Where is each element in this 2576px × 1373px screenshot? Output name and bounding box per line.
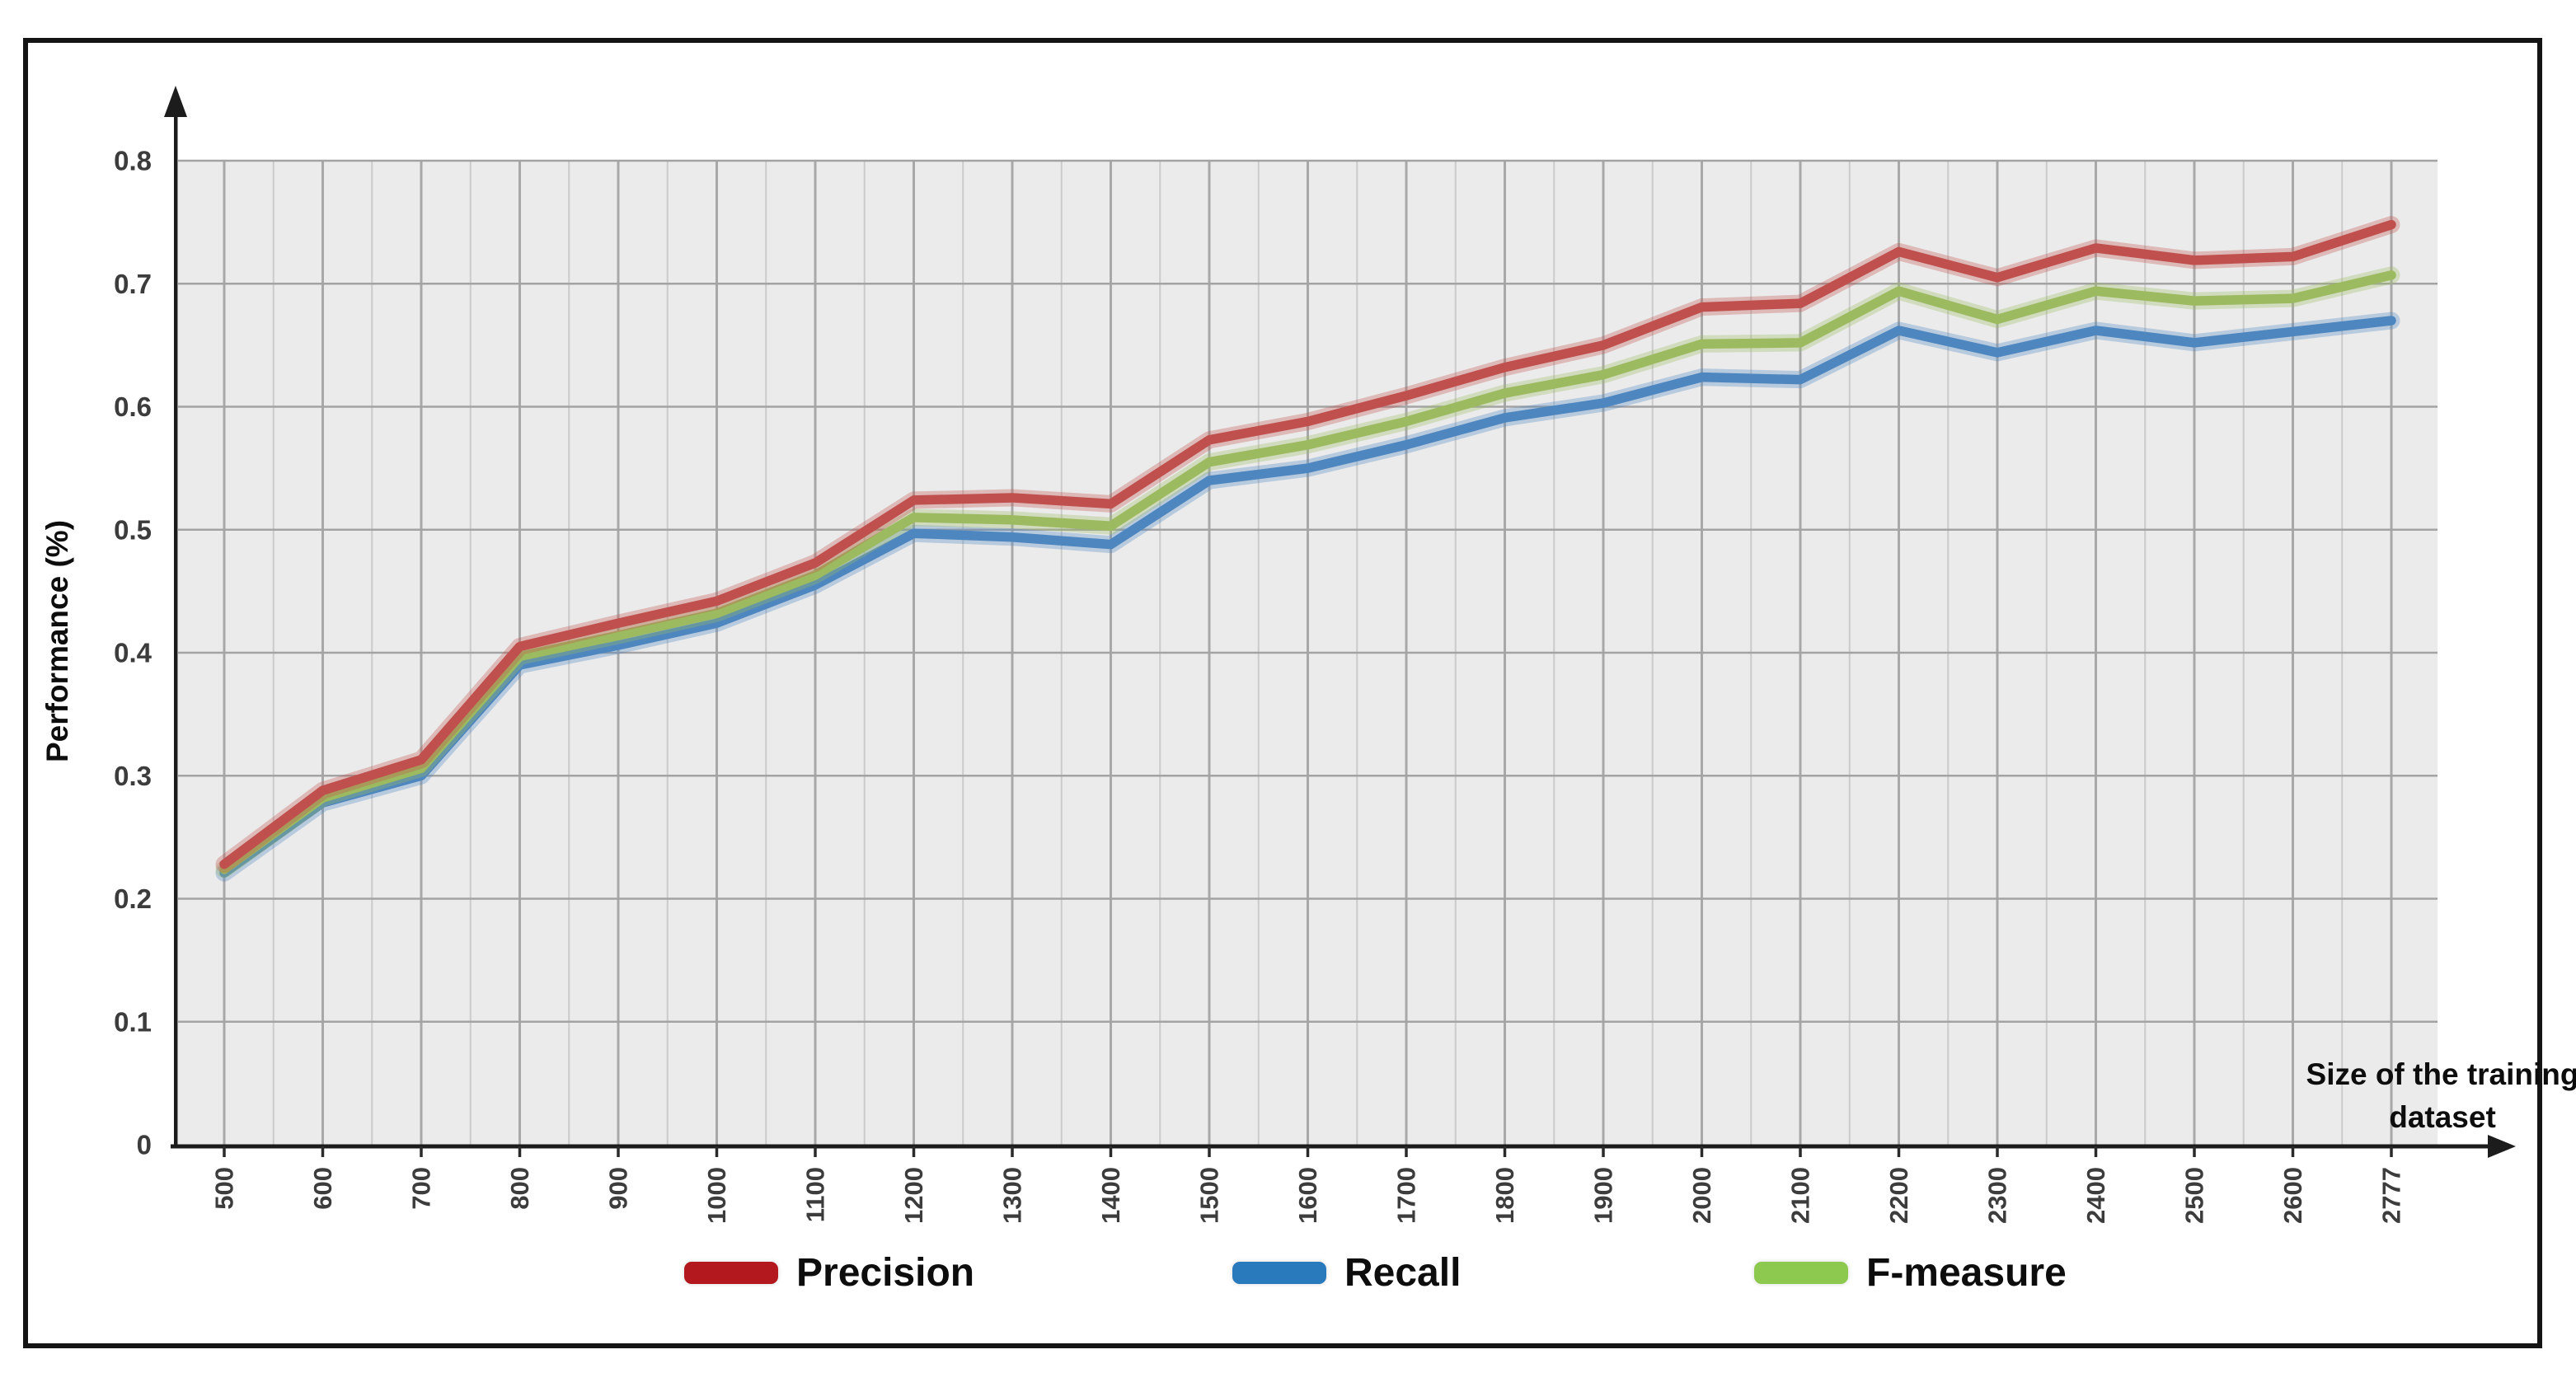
- x-tick-label: 2000: [1687, 1167, 1716, 1224]
- x-tick-label: 2500: [2180, 1167, 2209, 1224]
- y-axis-line: [174, 105, 178, 1148]
- y-axis-tick-labels: 0 0.1 0.2 0.3 0.4 0.5 0.6 0.7 0.8: [114, 146, 152, 1160]
- recall-swatch: [1232, 1261, 1326, 1284]
- axis-titles: Performance (%) Size of the training dat…: [40, 520, 2576, 1134]
- x-tick-mark: [617, 1146, 620, 1157]
- f-measure-swatch: [1754, 1261, 1848, 1284]
- x-tick-mark: [2291, 1146, 2295, 1157]
- y-tick-label: 0.2: [114, 883, 152, 914]
- y-axis-arrow: [164, 86, 187, 117]
- legend: Precision Recall F-measure: [0, 1246, 2576, 1299]
- x-tick-label: 500: [210, 1167, 239, 1210]
- x-tick-label: 1300: [998, 1167, 1027, 1224]
- x-axis-title-line2: dataset: [2389, 1100, 2496, 1134]
- x-tick-label: 800: [505, 1167, 534, 1210]
- x-tick-mark: [321, 1146, 325, 1157]
- x-tick-mark: [814, 1146, 817, 1157]
- y-tick-label: 0.3: [114, 761, 152, 791]
- x-tick-label: 1700: [1392, 1167, 1421, 1224]
- x-tick-mark: [2094, 1146, 2098, 1157]
- x-tick-mark: [1700, 1146, 1704, 1157]
- x-tick-mark: [1208, 1146, 1211, 1157]
- x-tick-mark: [223, 1146, 226, 1157]
- x-tick-label: 700: [407, 1167, 436, 1210]
- x-tick-label: 900: [604, 1167, 633, 1210]
- x-tick-label: 2300: [1983, 1167, 2012, 1224]
- axis-tick-marks: [223, 1146, 2393, 1157]
- y-tick-label: 0.6: [114, 391, 152, 422]
- x-tick-label: 1400: [1096, 1167, 1125, 1224]
- x-tick-mark: [1799, 1146, 1802, 1157]
- x-tick-label: 1900: [1589, 1167, 1618, 1224]
- x-tick-label: 1200: [899, 1167, 928, 1224]
- x-tick-label: 1800: [1490, 1167, 1519, 1224]
- x-tick-label: 1600: [1293, 1167, 1322, 1224]
- series-lines: [215, 216, 2400, 882]
- precision-swatch: [684, 1261, 778, 1284]
- x-tick-label: 1500: [1195, 1167, 1224, 1224]
- legend-item-precision: Precision: [684, 1246, 974, 1299]
- x-tick-label: 2600: [2278, 1167, 2307, 1224]
- x-tick-mark: [1897, 1146, 1901, 1157]
- y-tick-label: 0.7: [114, 269, 152, 299]
- x-tick-label: 1100: [801, 1167, 830, 1222]
- x-tick-mark: [1503, 1146, 1507, 1157]
- x-tick-mark: [715, 1146, 719, 1157]
- series-line-f-measure: [219, 270, 2396, 874]
- legend-item-fmeasure: F-measure: [1754, 1246, 2067, 1299]
- y-axis-title: Performance (%): [40, 520, 74, 762]
- x-tick-label: 1000: [702, 1167, 731, 1224]
- y-tick-label: 0.4: [114, 638, 152, 668]
- axes: [164, 86, 2516, 1158]
- x-tick-mark: [1011, 1146, 1014, 1157]
- legend-label-fmeasure: F-measure: [1866, 1250, 2067, 1295]
- x-tick-mark: [420, 1146, 423, 1157]
- y-tick-label: 0.5: [114, 514, 152, 545]
- x-axis-line: [171, 1144, 2494, 1149]
- x-tick-mark: [518, 1146, 522, 1157]
- x-tick-label: 2200: [1884, 1167, 1913, 1224]
- legend-label-recall: Recall: [1344, 1250, 1462, 1295]
- y-tick-label: 0: [137, 1130, 152, 1160]
- legend-label-precision: Precision: [796, 1250, 975, 1295]
- x-tick-label: 2400: [2081, 1167, 2110, 1224]
- x-axis-arrow: [2488, 1135, 2516, 1158]
- x-axis-tick-labels: 500 600 700 800 900 1000 1100 1200 1300 1400 1500 1…: [210, 1167, 2406, 1224]
- x-tick-mark: [1306, 1146, 1310, 1157]
- y-tick-label: 0.1: [114, 1006, 152, 1037]
- x-tick-mark: [2390, 1146, 2393, 1157]
- x-tick-mark: [1602, 1146, 1605, 1157]
- series-line-recall: [219, 316, 2396, 878]
- legend-item-recall: Recall: [1232, 1246, 1461, 1299]
- x-tick-label: 2100: [1786, 1167, 1815, 1224]
- x-axis-title-line1: Size of the training: [2306, 1057, 2576, 1091]
- x-tick-mark: [1996, 1146, 1999, 1157]
- x-tick-mark: [1405, 1146, 1408, 1157]
- x-tick-mark: [2193, 1146, 2196, 1157]
- x-tick-label: 2777: [2377, 1167, 2406, 1224]
- x-tick-label: 600: [308, 1167, 337, 1210]
- x-tick-mark: [912, 1146, 916, 1157]
- series-line-precision: [219, 219, 2396, 869]
- x-tick-mark: [1109, 1146, 1113, 1157]
- y-tick-label: 0.8: [114, 146, 152, 176]
